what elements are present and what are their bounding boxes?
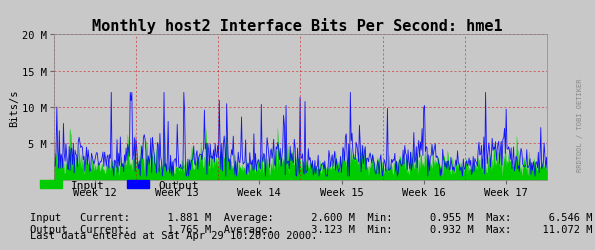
Text: RRDTOOL / TOBI OETIKER: RRDTOOL / TOBI OETIKER [577, 78, 583, 172]
Text: Input   Current:      1.881 M  Average:      2.600 M  Min:      0.955 M  Max:   : Input Current: 1.881 M Average: 2.600 M … [30, 212, 592, 234]
Text: Monthly host2 Interface Bits Per Second: hme1: Monthly host2 Interface Bits Per Second:… [92, 18, 503, 34]
Text: Last data entered at Sat Apr 29 10:20:00 2000.: Last data entered at Sat Apr 29 10:20:00… [30, 230, 317, 240]
Y-axis label: Bits/s: Bits/s [9, 89, 19, 126]
Legend: Input, Output: Input, Output [35, 176, 203, 195]
